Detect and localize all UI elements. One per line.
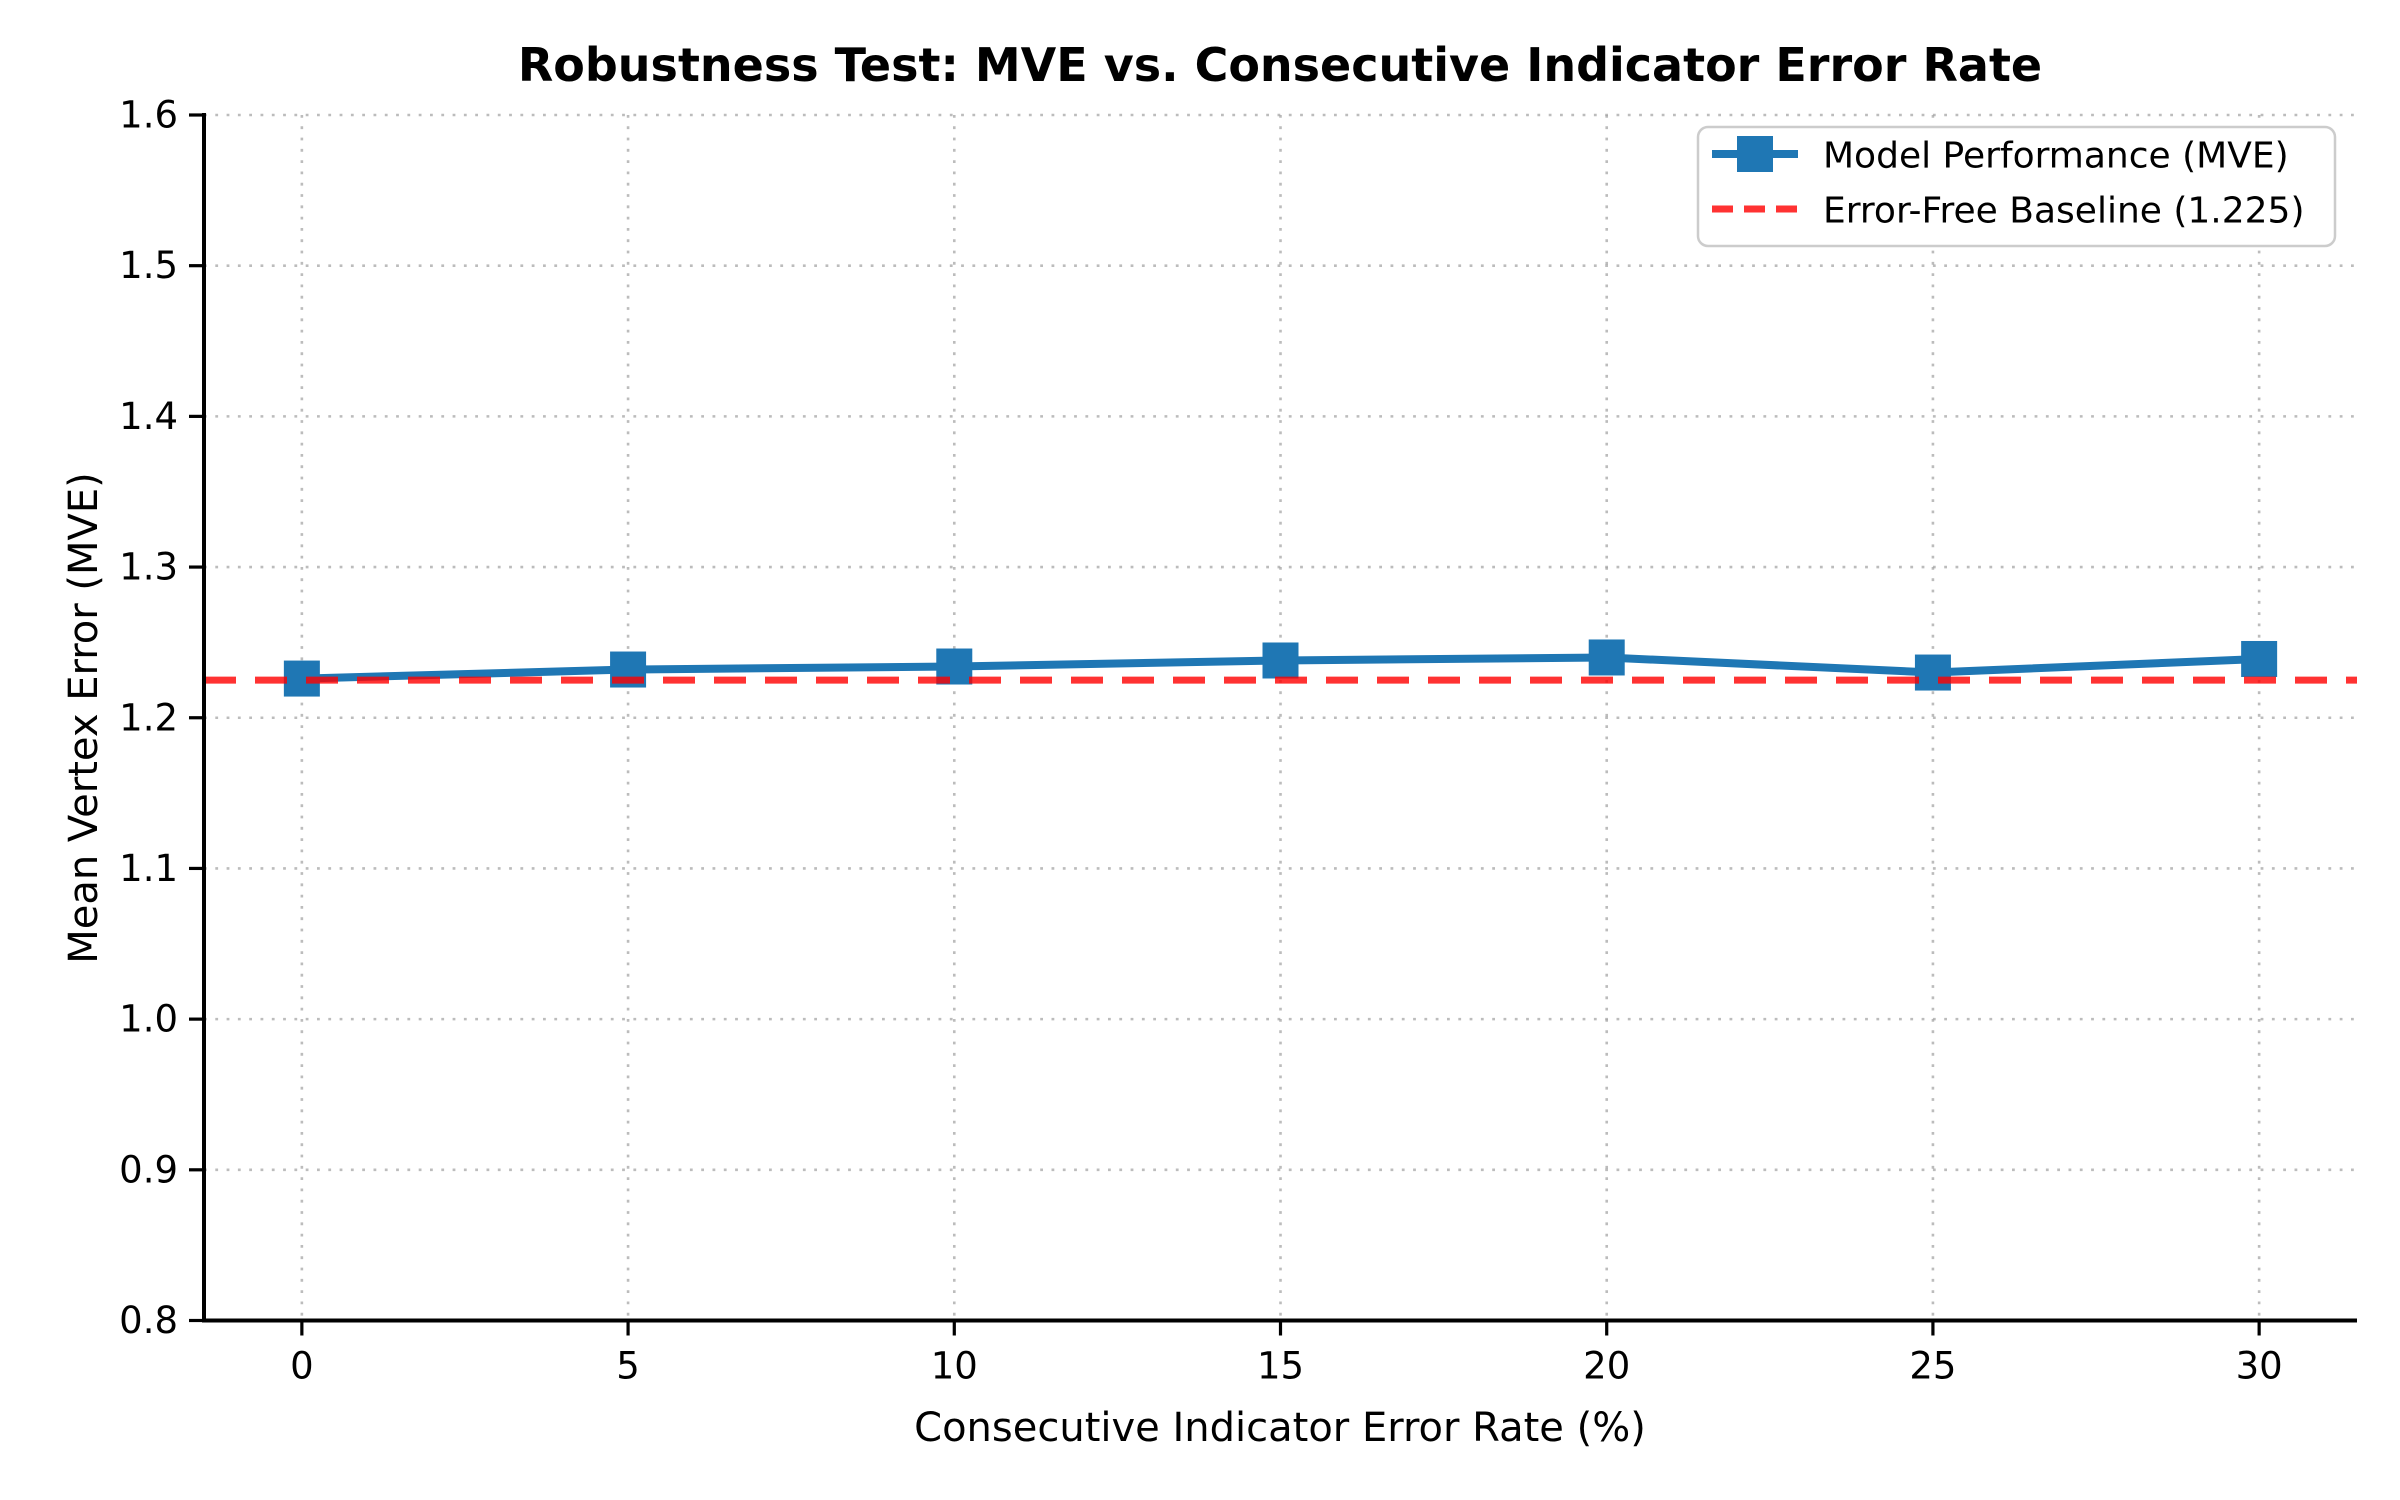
- y-axis-label: Mean Vertex Error (MVE): [61, 472, 107, 964]
- gridlines: [204, 113, 2357, 1322]
- x-tick-label: 30: [2236, 1345, 2283, 1388]
- y-tick-label: 1.1: [119, 847, 178, 890]
- data-point-marker: [2241, 640, 2278, 677]
- y-tick-label: 1.2: [119, 696, 178, 739]
- y-tick-label: 0.9: [119, 1148, 178, 1191]
- data-point-marker: [1914, 654, 1951, 691]
- y-tick-label: 1.3: [119, 546, 178, 589]
- x-tick-label: 5: [616, 1345, 640, 1388]
- data-point-marker: [1588, 639, 1625, 676]
- legend: Model Performance (MVE) Error-Free Basel…: [1696, 125, 2337, 248]
- legend-square-marker: [1737, 136, 1773, 172]
- legend-entry-baseline: Error-Free Baseline (1.225): [1712, 191, 2305, 232]
- y-tick-label: 1.4: [119, 395, 178, 438]
- y-tick-label: 1.6: [119, 94, 178, 137]
- series-model-performance: [283, 639, 2278, 697]
- x-axis-label: Consecutive Indicator Error Rate (%): [914, 1405, 1646, 1451]
- x-tick-label: 0: [290, 1345, 314, 1388]
- legend-box: [1696, 125, 2337, 248]
- tick-labels: 0 5 10 15 20 25 30 0.8 0.9 1.0 1.1 1.2 1.3 1.4 1.5 1.6: [119, 94, 2283, 1388]
- legend-entry-model-performance: Model Performance (MVE): [1712, 136, 2289, 177]
- x-tick-label: 20: [1583, 1345, 1630, 1388]
- y-tick-label: 0.8: [119, 1299, 178, 1342]
- legend-label-model-performance: Model Performance (MVE): [1823, 136, 2289, 177]
- chart-title: Robustness Test: MVE vs. Consecutive Ind…: [518, 38, 2042, 92]
- y-tick-label: 1.5: [119, 244, 178, 287]
- legend-label-baseline: Error-Free Baseline (1.225): [1823, 191, 2305, 232]
- axes-spines-and-ticks: [189, 113, 2357, 1336]
- x-tick-label: 15: [1257, 1345, 1304, 1388]
- x-tick-label: 10: [931, 1345, 978, 1388]
- data-point-marker: [1262, 642, 1299, 679]
- y-tick-label: 1.0: [119, 998, 178, 1041]
- x-tick-label: 25: [1909, 1345, 1956, 1388]
